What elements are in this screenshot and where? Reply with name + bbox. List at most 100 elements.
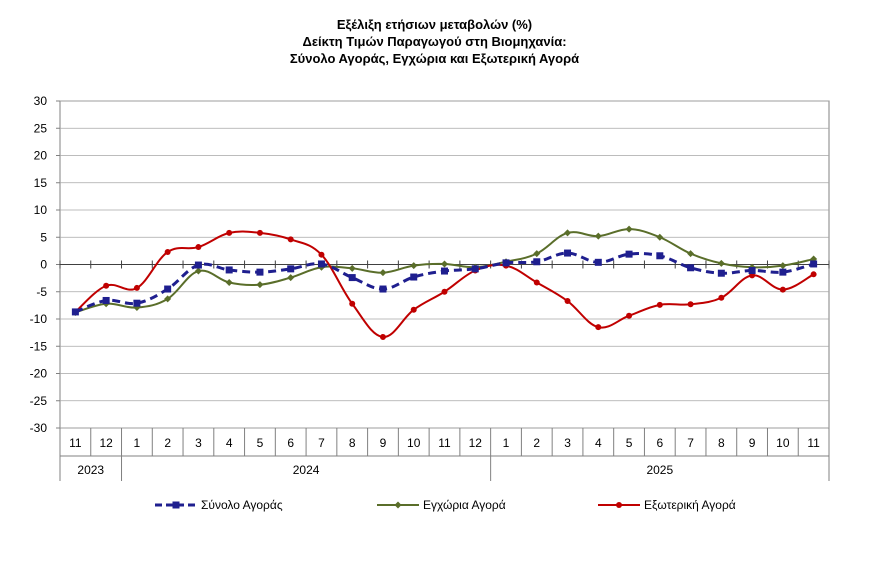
data-point	[717, 259, 725, 267]
x-tick-label: 11	[69, 436, 82, 450]
legend-entry-1: Σύνολο Αγοράς	[155, 498, 283, 512]
x-tick-label: 4	[595, 436, 602, 450]
x-tick-label: 10	[407, 436, 421, 450]
year-label: 2024	[293, 463, 320, 477]
x-tick-label: 6	[656, 436, 663, 450]
legend-marker	[616, 502, 622, 508]
x-tick-label: 11	[438, 436, 451, 450]
y-tick-label: -15	[30, 339, 48, 353]
y-tick-label: -30	[30, 421, 48, 435]
legend-entry-3: Εξωτερική Αγορά	[598, 498, 736, 512]
data-point	[595, 324, 602, 331]
legend-marker	[172, 501, 180, 509]
data-point	[687, 250, 695, 258]
data-point	[195, 244, 202, 251]
data-point	[410, 262, 418, 270]
x-tick-label: 12	[469, 436, 483, 450]
x-tick-label: 8	[349, 436, 356, 450]
data-point	[226, 229, 233, 236]
data-point	[287, 274, 295, 282]
chart-title-line-1: Εξέλιξη ετήσιων μεταβολών (%)	[336, 17, 533, 32]
data-point	[533, 279, 540, 286]
data-point	[564, 229, 572, 237]
data-point	[287, 236, 294, 243]
legend-entry-2: Εγχώρια Αγορά	[377, 498, 506, 512]
y-tick-label: 25	[34, 121, 48, 135]
data-point	[564, 249, 572, 257]
data-point	[102, 296, 110, 304]
legend-label: Σύνολο Αγοράς	[201, 498, 283, 512]
data-point	[810, 260, 818, 268]
legend-marker	[394, 501, 402, 509]
x-tick-label: 4	[226, 436, 233, 450]
data-point	[779, 262, 787, 270]
data-point	[349, 300, 356, 307]
data-point	[687, 301, 694, 308]
data-point	[256, 229, 263, 236]
x-tick-label: 9	[749, 436, 756, 450]
series-3	[72, 229, 817, 340]
y-tick-label: 30	[34, 94, 48, 108]
data-point	[348, 264, 356, 272]
x-tick-label: 3	[195, 436, 202, 450]
year-label: 2023	[77, 463, 104, 477]
x-tick-label: 9	[380, 436, 387, 450]
data-point	[379, 285, 387, 293]
data-point	[810, 271, 817, 278]
data-point	[779, 268, 787, 276]
y-tick-label: 0	[40, 258, 47, 272]
data-point	[194, 267, 202, 275]
data-point	[256, 281, 264, 289]
data-point	[410, 306, 417, 313]
data-point	[379, 269, 387, 277]
data-point	[164, 248, 171, 255]
chart-title-line-2: Δείκτη Τιμών Παραγωγού στη Βιομηχανία:	[302, 34, 567, 49]
data-point	[379, 333, 386, 340]
data-point	[348, 274, 356, 282]
x-tick-label: 5	[626, 436, 633, 450]
data-point	[502, 259, 510, 267]
x-tick-label: 7	[687, 436, 694, 450]
y-tick-label: 15	[34, 176, 48, 190]
x-tick-label: 8	[718, 436, 725, 450]
data-point	[164, 285, 172, 293]
chart-title: Εξέλιξη ετήσιων μεταβολών (%) Δείκτη Τιμ…	[0, 16, 869, 67]
data-point	[656, 301, 663, 308]
data-point	[779, 286, 786, 293]
y-tick-label: -5	[36, 285, 47, 299]
data-point	[318, 251, 325, 258]
y-tick-label: 5	[40, 230, 47, 244]
data-point	[594, 258, 602, 266]
y-tick-label: -10	[30, 312, 48, 326]
data-point	[656, 252, 664, 260]
data-point	[656, 233, 664, 241]
data-point	[564, 298, 571, 305]
data-point	[71, 308, 79, 316]
data-point	[533, 250, 541, 258]
data-point	[625, 225, 633, 233]
legend-label: Εγχώρια Αγορά	[423, 498, 506, 512]
x-tick-label: 5	[257, 436, 264, 450]
data-point	[471, 265, 479, 273]
data-point	[225, 278, 233, 286]
data-point	[225, 266, 233, 274]
data-point	[133, 299, 141, 307]
y-tick-label: -20	[30, 367, 48, 381]
data-point	[687, 264, 695, 272]
data-point	[287, 265, 295, 273]
data-point	[103, 282, 110, 289]
y-tick-label: 10	[34, 203, 48, 217]
data-point	[533, 258, 541, 266]
data-point	[441, 288, 448, 295]
data-point	[748, 266, 756, 274]
data-point	[317, 260, 325, 268]
x-tick-label: 6	[287, 436, 294, 450]
x-tick-label: 10	[776, 436, 790, 450]
data-point	[441, 267, 448, 275]
data-point	[717, 269, 725, 277]
data-point	[410, 273, 418, 281]
y-tick-label: -25	[30, 394, 48, 408]
x-tick-label: 12	[99, 436, 113, 450]
data-point	[194, 261, 202, 269]
